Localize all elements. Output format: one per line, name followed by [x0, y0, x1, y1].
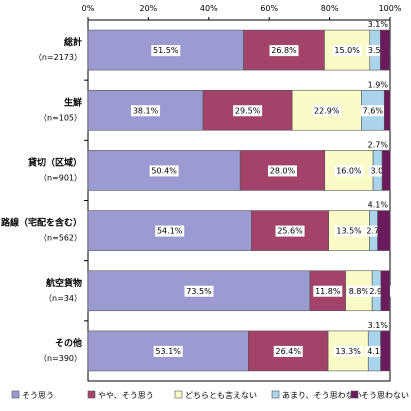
data-label: 22.9% — [314, 106, 340, 115]
data-label: 28.0% — [270, 166, 296, 175]
data-label-background — [365, 345, 390, 357]
data-label-background — [273, 345, 303, 357]
category-sample-size: （n=901） — [39, 173, 82, 182]
data-label-background — [151, 45, 181, 57]
category-sample-size: （n=562） — [39, 234, 82, 243]
data-label: 3.1% — [368, 321, 389, 330]
data-label-background — [333, 345, 363, 357]
data-label-background — [131, 105, 161, 117]
bar-segment — [381, 150, 391, 191]
legend: そう思う やや、そう思う どちらとも言えない あまり、そう思わない そう思わない — [11, 390, 409, 400]
legend-swatch — [174, 390, 183, 399]
data-label-background — [313, 285, 343, 297]
legend-label: あまり、そう思わない — [282, 391, 362, 400]
data-label: 3.1% — [368, 20, 389, 29]
legend-label: やや、そう思う — [98, 391, 154, 400]
data-label: 16.0% — [336, 166, 362, 175]
legend-swatch — [11, 390, 20, 399]
x-axis: 0% 20% 40% 60% 80% 100% — [82, 4, 402, 382]
data-label-background — [267, 165, 297, 177]
data-label: 73.5% — [186, 287, 212, 296]
data-label-background — [368, 165, 393, 177]
category-sample-size: （n=390） — [39, 354, 82, 363]
bar-segment — [380, 330, 391, 372]
category-name: 路線（宅配を含む） — [1, 217, 82, 229]
data-label: 7.6% — [363, 106, 384, 115]
data-label: 2.7% — [368, 140, 389, 149]
data-label-background — [312, 105, 342, 117]
data-label: 8.8% — [349, 287, 370, 296]
data-label: 11.8% — [315, 287, 341, 296]
bar-segment — [377, 210, 391, 251]
bars: 51.5% 26.8% 15.0% 3.5% 3.1% 38.1% 29.5% 22.9% 7.… — [87, 20, 393, 372]
data-label-background — [149, 165, 179, 177]
data-label: 4.1% — [367, 347, 388, 356]
data-label: 38.1% — [133, 106, 159, 115]
data-label: 25.6% — [277, 227, 303, 236]
data-label: 4.1% — [368, 201, 389, 210]
data-label: 53.1% — [155, 347, 181, 356]
data-label-background — [153, 345, 183, 357]
legend-label: どちらとも言えない — [185, 390, 257, 400]
data-label-background — [364, 225, 389, 237]
bar-segment — [380, 29, 390, 71]
data-label-background — [184, 285, 214, 297]
legend-swatch — [87, 390, 96, 399]
data-label-background — [346, 285, 371, 297]
data-label-background — [275, 225, 305, 237]
category-name: 貸切（区域） — [28, 156, 82, 168]
plot-frame — [87, 19, 391, 382]
bar-segment — [87, 210, 252, 251]
x-tick-label: 100% — [379, 4, 402, 13]
category-sample-size: （n=34） — [44, 294, 82, 303]
category-sample-size: （n=2173） — [34, 53, 82, 62]
data-label-background — [334, 165, 364, 177]
x-tick-label: 60% — [260, 4, 278, 13]
category-name: 航空貨物 — [46, 277, 82, 289]
category-name: 生鮮 — [64, 96, 82, 108]
data-label: 13.3% — [335, 347, 361, 356]
data-label: 26.4% — [276, 347, 302, 356]
data-label-background — [366, 45, 391, 57]
category-labels: 総計 （n=2173） 生鮮 （n=105） 貸切（区域） （n=901） 路線（宅配を含む… — [1, 36, 82, 363]
data-label: 50.4% — [151, 166, 177, 175]
category-name: その他 — [55, 337, 82, 349]
data-label: 29.5% — [235, 106, 261, 115]
category-name: 総計 — [64, 36, 82, 48]
bar-segment — [380, 270, 390, 312]
x-tick-label: 20% — [140, 4, 158, 13]
legend-swatch — [350, 390, 359, 399]
data-label-background — [269, 45, 299, 57]
category-sample-size: （n=105） — [39, 113, 82, 122]
x-tick-label: 40% — [200, 4, 218, 13]
data-label-background — [233, 105, 263, 117]
x-tick-label: 0% — [82, 4, 95, 13]
data-label: 13.5% — [336, 227, 362, 236]
bar-segment — [383, 89, 391, 131]
data-label: 26.8% — [271, 46, 297, 55]
data-label-background — [367, 285, 392, 297]
x-tick-label: 80% — [321, 4, 339, 13]
data-label: 15.0% — [334, 46, 360, 55]
data-label-background — [332, 45, 362, 57]
data-label: 3.0% — [370, 166, 391, 175]
data-label: 51.5% — [153, 46, 179, 55]
data-label-background — [360, 105, 385, 117]
data-label: 2.7% — [366, 227, 387, 236]
data-label: 54.1% — [157, 227, 183, 236]
data-label: 1.9% — [368, 80, 389, 89]
data-label: 3.5% — [368, 46, 389, 55]
legend-swatch — [271, 390, 280, 399]
legend-label: そう思わない — [361, 391, 409, 400]
data-label-background — [334, 225, 364, 237]
data-label: 2.9% — [369, 287, 390, 296]
data-label-background — [155, 225, 185, 237]
legend-label: そう思う — [22, 391, 54, 400]
